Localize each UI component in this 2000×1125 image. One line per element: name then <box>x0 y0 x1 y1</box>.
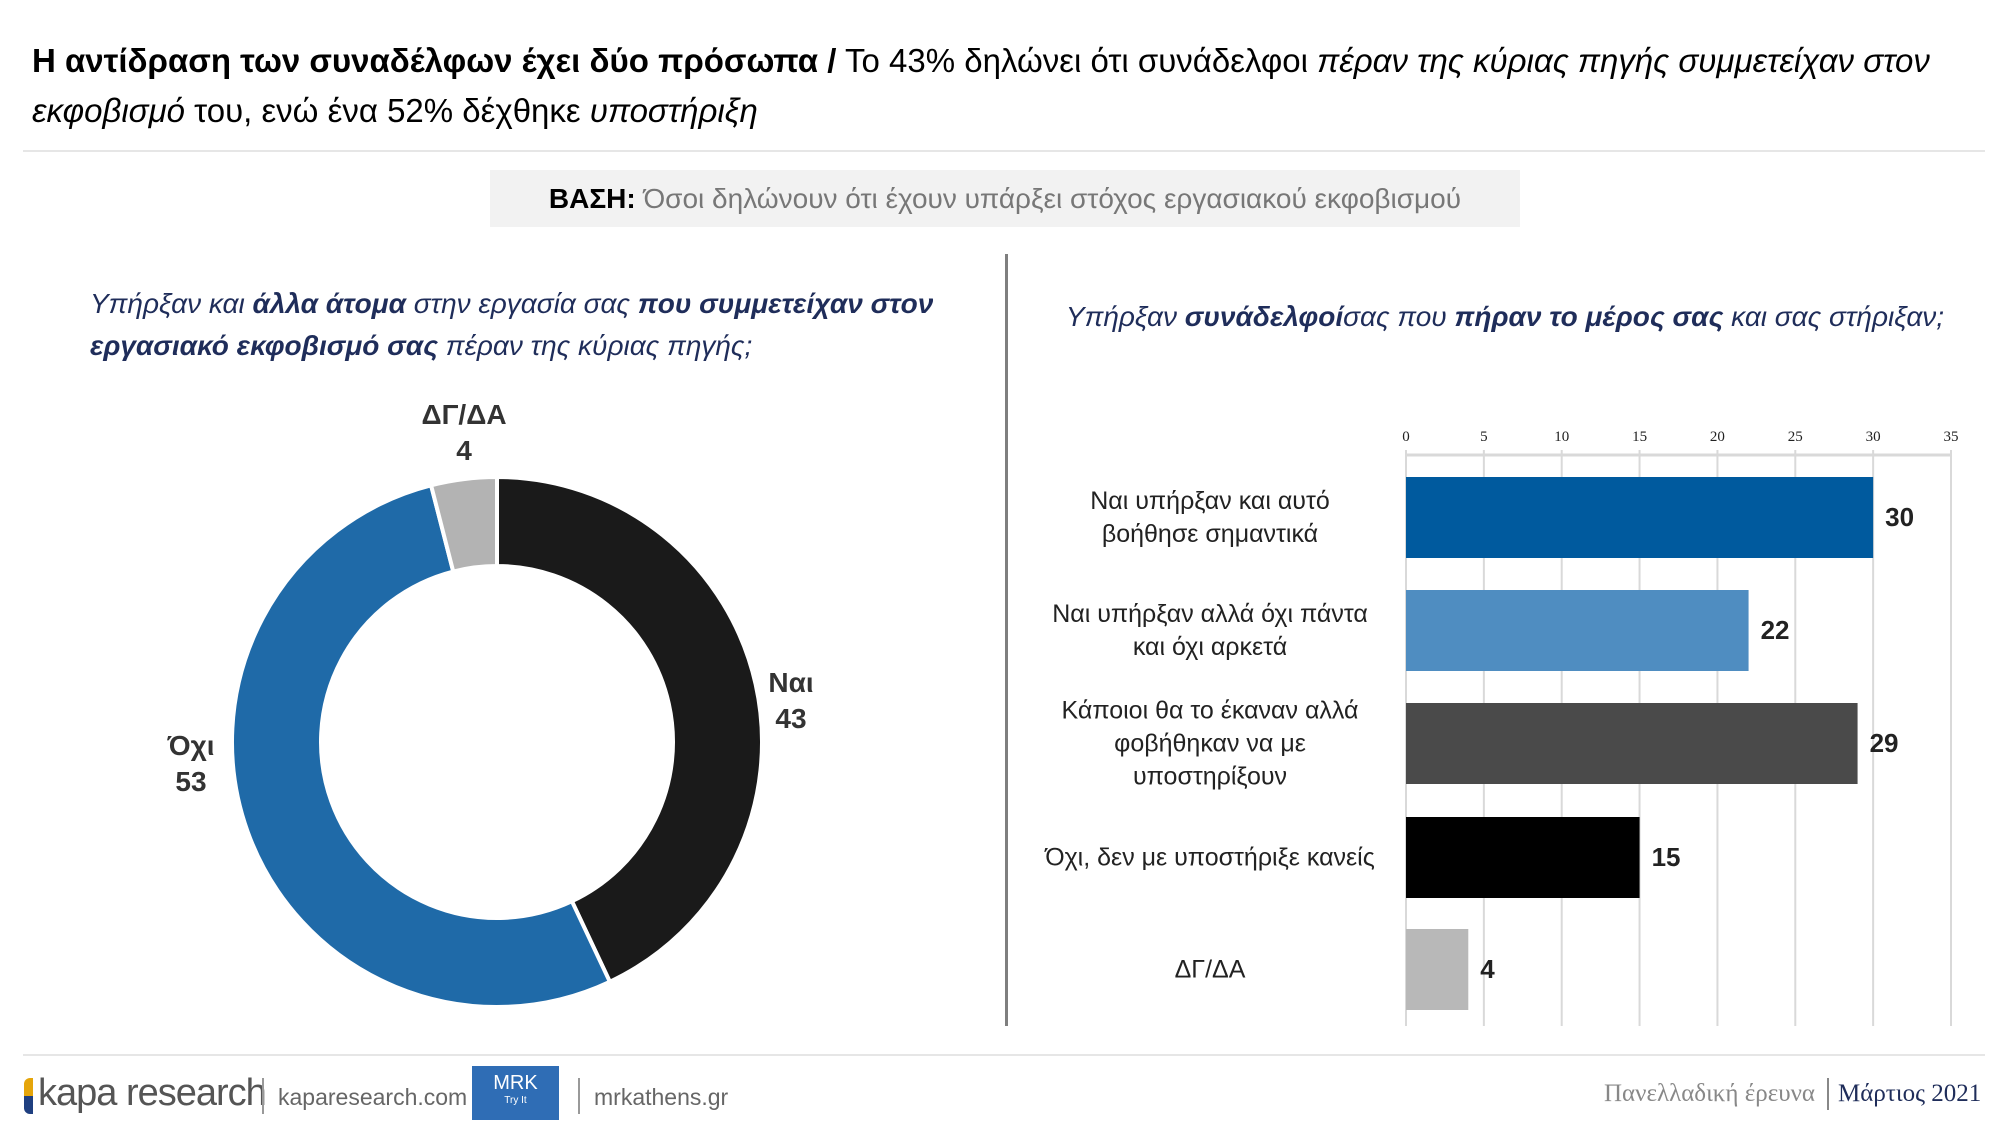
base-label: ΒΑΣΗ: <box>548 183 636 214</box>
bar-chart <box>1405 450 1952 1026</box>
category-label: Όχι, δεν με υποστήριξε κανείς <box>1045 843 1375 871</box>
q-text: πέραν της κύριας πηγής; <box>438 330 753 361</box>
bar <box>1406 929 1469 1010</box>
value-label: 22 <box>1760 614 1790 645</box>
sep <box>262 1078 264 1114</box>
donut-label-no: Όχι 53 <box>131 728 251 800</box>
survey-label: Πανελλαδική έρευνα <box>1604 1080 1815 1107</box>
vertical-divider <box>1005 254 1008 1026</box>
left-question: Υπήρξαν και άλλα άτομα στην εργασία σας … <box>90 283 970 367</box>
q-text: στην εργασία σας <box>405 288 638 319</box>
title-text: του, ενώ ένα 52% δέχθηκε <box>185 92 590 129</box>
label-value: 4 <box>456 435 472 466</box>
q-text: Υπήρξαν και <box>90 288 253 319</box>
bar <box>1406 817 1640 898</box>
q-text: και σας στήριξαν; <box>1723 301 1945 332</box>
sep <box>1827 1078 1829 1110</box>
value-label: 30 <box>1885 501 1915 532</box>
mrk-logo: MRK Try It <box>472 1066 559 1120</box>
kapa-logo: kapa research <box>38 1072 267 1114</box>
label-name: Ναι <box>768 667 814 698</box>
q-bold: πήραν το μέρος σας <box>1454 301 1724 332</box>
mrkathens-link[interactable]: mrkathens.gr <box>594 1084 729 1110</box>
value-label: 4 <box>1480 953 1495 984</box>
q-bold: άλλα άτομα <box>252 288 406 319</box>
category-label: ΔΓ/ΔΑ <box>1174 955 1246 983</box>
title-bold: Η αντίδραση των συναδέλφων έχει δύο πρόσ… <box>32 42 837 79</box>
label-name: ΔΓ/ΔΑ <box>421 399 507 430</box>
label-value: 53 <box>175 766 207 797</box>
q-text: Υπήρξαν <box>1065 301 1185 332</box>
tick-label: 30 <box>1865 429 1881 445</box>
tick-label: 10 <box>1554 429 1570 445</box>
donut-slice <box>495 474 764 985</box>
mrk-text: MRK <box>493 1072 538 1094</box>
q-text: σας που <box>1343 301 1455 332</box>
mrk-sub: Try It <box>504 1095 527 1106</box>
bar <box>1406 703 1858 784</box>
label-value: 43 <box>775 703 807 734</box>
q-bold: που συμμετείχαν στον εργασιακό εκφοβισμό… <box>90 288 934 361</box>
tick-label: 25 <box>1787 429 1803 445</box>
donut-slice <box>230 482 613 1009</box>
tick-label: 15 <box>1632 429 1648 445</box>
bar <box>1406 477 1874 558</box>
value-label: 29 <box>1869 727 1899 758</box>
title-text: Το 43% δηλώνει ότι συνάδελφοι <box>836 42 1318 79</box>
right-question: Υπήρξαν συνάδελφοίσας που πήραν το μέρος… <box>1030 296 1980 338</box>
tick-label: 5 <box>1480 429 1488 445</box>
page-title: Η αντίδραση των συναδέλφων έχει δύο πρόσ… <box>32 36 1982 136</box>
value-label: 15 <box>1651 841 1681 872</box>
donut-label-dgda: ΔΓ/ΔΑ 4 <box>404 397 524 469</box>
label-name: Όχι <box>167 730 215 761</box>
survey-date: Μάρτιος 2021 <box>1838 1080 1982 1107</box>
title-italic: πέραν της κύριας πηγής συμμετείχαν στον … <box>32 42 1930 129</box>
q-bold: συνάδελφοί <box>1184 301 1344 332</box>
donut-label-yes: Ναι 43 <box>731 665 851 737</box>
tick-label: 35 <box>1943 429 1959 445</box>
kapa-logo-icon <box>24 1078 33 1114</box>
category-label: Κάποιοι θα το έκαναν αλλά φοβήθηκαν να μ… <box>1061 696 1359 790</box>
bar <box>1406 590 1749 671</box>
tick-label: 20 <box>1709 429 1725 445</box>
footer-divider <box>23 1054 1985 1056</box>
donut-chart <box>230 474 764 1009</box>
donut-slice <box>428 474 499 574</box>
title-italic: υποστήριξη <box>589 92 758 129</box>
category-label: Ναι υπήρξαν και αυτό βοήθησε σημαντικά <box>1090 486 1330 548</box>
base-note: ΒΑΣΗ: Όσοι δηλώνουν ότι έχουν υπάρξει στ… <box>490 170 1520 227</box>
tick-label: 0 <box>1402 429 1410 445</box>
divider <box>23 150 1985 152</box>
category-label: Ναι υπήρξαν αλλά όχι πάντα και όχι αρκετ… <box>1052 599 1368 661</box>
sep <box>578 1078 580 1114</box>
base-text: Όσοι δηλώνουν ότι έχουν υπάρξει στόχος ε… <box>635 183 1462 214</box>
kaparesearch-link[interactable]: kaparesearch.com <box>278 1084 468 1110</box>
